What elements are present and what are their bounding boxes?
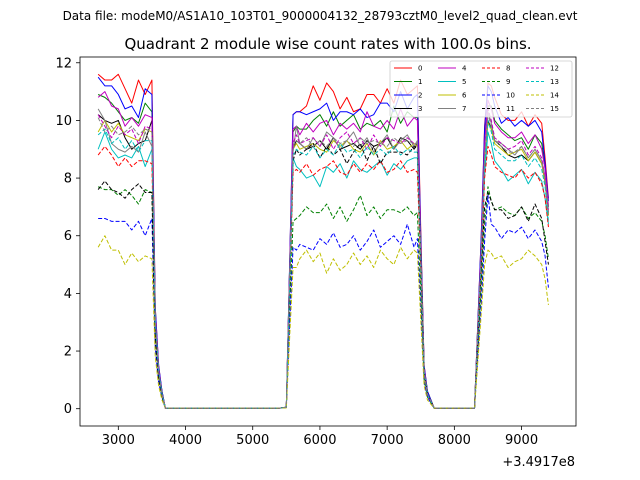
x-axis-offset-text: +3.4917e8 (502, 455, 575, 470)
legend-frame (389, 60, 573, 118)
legend-label-5: 5 (462, 78, 466, 86)
legend-label-11: 11 (506, 105, 515, 113)
y-tick-label: 12 (55, 56, 72, 71)
y-tick-label: 8 (64, 172, 72, 187)
y-tick-label: 0 (64, 402, 72, 417)
series-layer (97, 73, 549, 409)
series-line-15 (97, 114, 549, 409)
legend-label-8: 8 (506, 65, 510, 73)
x-tick-label: 8000 (438, 433, 471, 448)
legend-label-4: 4 (462, 65, 467, 73)
x-tick-label: 7000 (371, 433, 404, 448)
legend-label-7: 7 (462, 105, 466, 113)
legend-label-9: 9 (506, 78, 510, 86)
legend-label-6: 6 (462, 92, 467, 100)
x-tick-label: 5000 (236, 433, 269, 448)
series-line-8 (97, 145, 549, 409)
y-axis: 0 2 4 6 8 10 12 (55, 56, 80, 417)
legend-label-13: 13 (550, 78, 559, 86)
x-axis: 3000 4000 5000 6000 7000 8000 9000 (102, 426, 538, 448)
legend-label-15: 15 (550, 105, 559, 113)
y-tick-label: 10 (55, 114, 72, 129)
chart-supertitle: Data file: modeM0/AS1A10_103T01_90000041… (63, 9, 578, 23)
x-tick-label: 3000 (102, 433, 135, 448)
x-tick-label: 9000 (505, 433, 538, 448)
legend-label-1: 1 (418, 78, 422, 86)
legend-label-3: 3 (418, 105, 422, 113)
legend-label-0: 0 (418, 65, 422, 73)
y-tick-label: 4 (64, 287, 72, 302)
x-tick-label: 4000 (169, 433, 202, 448)
axes-frame (79, 56, 577, 427)
legend-label-2: 2 (418, 92, 422, 100)
x-tick-label: 6000 (303, 433, 336, 448)
chart-title: Quadrant 2 module wise count rates with … (124, 35, 531, 53)
legend-label-14: 14 (550, 92, 559, 100)
legend-label-10: 10 (506, 92, 515, 100)
y-tick-label: 2 (64, 345, 72, 360)
y-tick-label: 6 (64, 229, 72, 244)
legend-label-12: 12 (550, 65, 559, 73)
